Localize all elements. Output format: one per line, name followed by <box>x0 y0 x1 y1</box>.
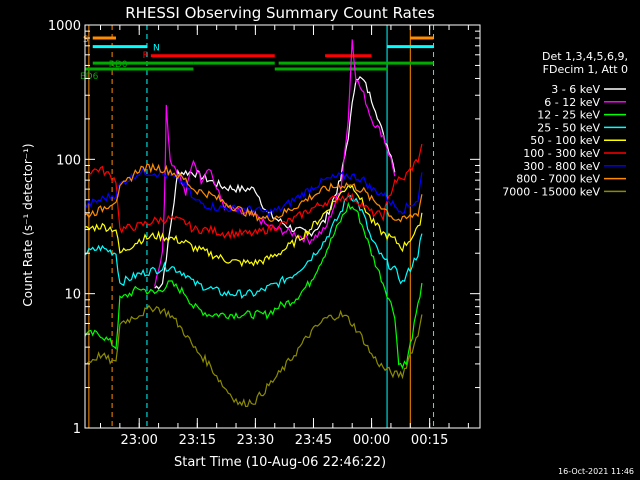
chart-title: RHESSI Observing Summary Count Rates <box>125 4 435 22</box>
timestamp: 16-Oct-2021 11:46 <box>558 467 634 476</box>
flag-bar-label: F <box>143 51 148 61</box>
y-axis-label: Count Rate (s⁻¹ detector⁻¹) <box>21 143 35 306</box>
x-tick-label: 23:45 <box>295 433 332 448</box>
plot-frame <box>84 24 481 429</box>
legend-entry-label: 6 - 12 keV <box>544 96 600 109</box>
legend-entry-label: 50 - 100 keV <box>530 134 600 147</box>
flag-bar-label: RD0 <box>109 60 128 70</box>
series-line <box>84 162 423 223</box>
series-lines <box>84 39 423 408</box>
legend-entry-label: 300 - 800 keV <box>523 160 600 173</box>
series-line <box>84 143 423 240</box>
y-tick-label: 1000 <box>48 19 81 34</box>
legend-header: FDecim 1, Att 0 <box>543 63 628 76</box>
x-tick-label: 23:15 <box>179 433 216 448</box>
flag-bar-label: S <box>83 35 89 45</box>
legend-entry-label: 3 - 6 keV <box>551 83 600 96</box>
flag-bar-label: N <box>153 44 160 54</box>
x-tick-label: 23:00 <box>120 433 157 448</box>
axes: 1 10 100 1000 23:00 23:15 23:30 23:45 00:00 00:15 <box>48 19 481 448</box>
legend-entry-label: 25 - 50 keV <box>537 121 600 134</box>
series-line <box>154 39 396 287</box>
time-markers <box>88 25 435 428</box>
legend: Det 1,3,4,5,6,9,FDecim 1, Att 0 3 - 6 keV… <box>502 50 628 198</box>
flag-bar-label: ED6 <box>80 72 99 82</box>
y-tick-label: 10 <box>64 288 81 303</box>
series-line <box>84 166 423 219</box>
legend-entry-label: 100 - 300 keV <box>523 147 600 160</box>
series-line <box>84 304 423 408</box>
y-tick-label: 1 <box>73 422 81 437</box>
x-tick-label: 23:30 <box>237 433 274 448</box>
series-line <box>84 201 423 370</box>
legend-entry-label: 12 - 25 keV <box>537 109 600 122</box>
series-line <box>84 184 423 268</box>
x-axis-label: Start Time (10-Aug-06 22:46:22) <box>174 455 386 470</box>
y-tick-label: 100 <box>56 153 81 168</box>
legend-header: Det 1,3,4,5,6,9, <box>542 50 628 63</box>
legend-entry-label: 7000 - 15000 keV <box>502 185 600 198</box>
series-line <box>84 194 423 300</box>
flag-bars: S NF RD0 ED6 <box>80 35 434 82</box>
legend-entry-label: 800 - 7000 keV <box>516 173 600 186</box>
series-line <box>154 76 396 290</box>
x-tick-label: 00:00 <box>353 433 390 448</box>
x-tick-label: 00:15 <box>411 433 448 448</box>
